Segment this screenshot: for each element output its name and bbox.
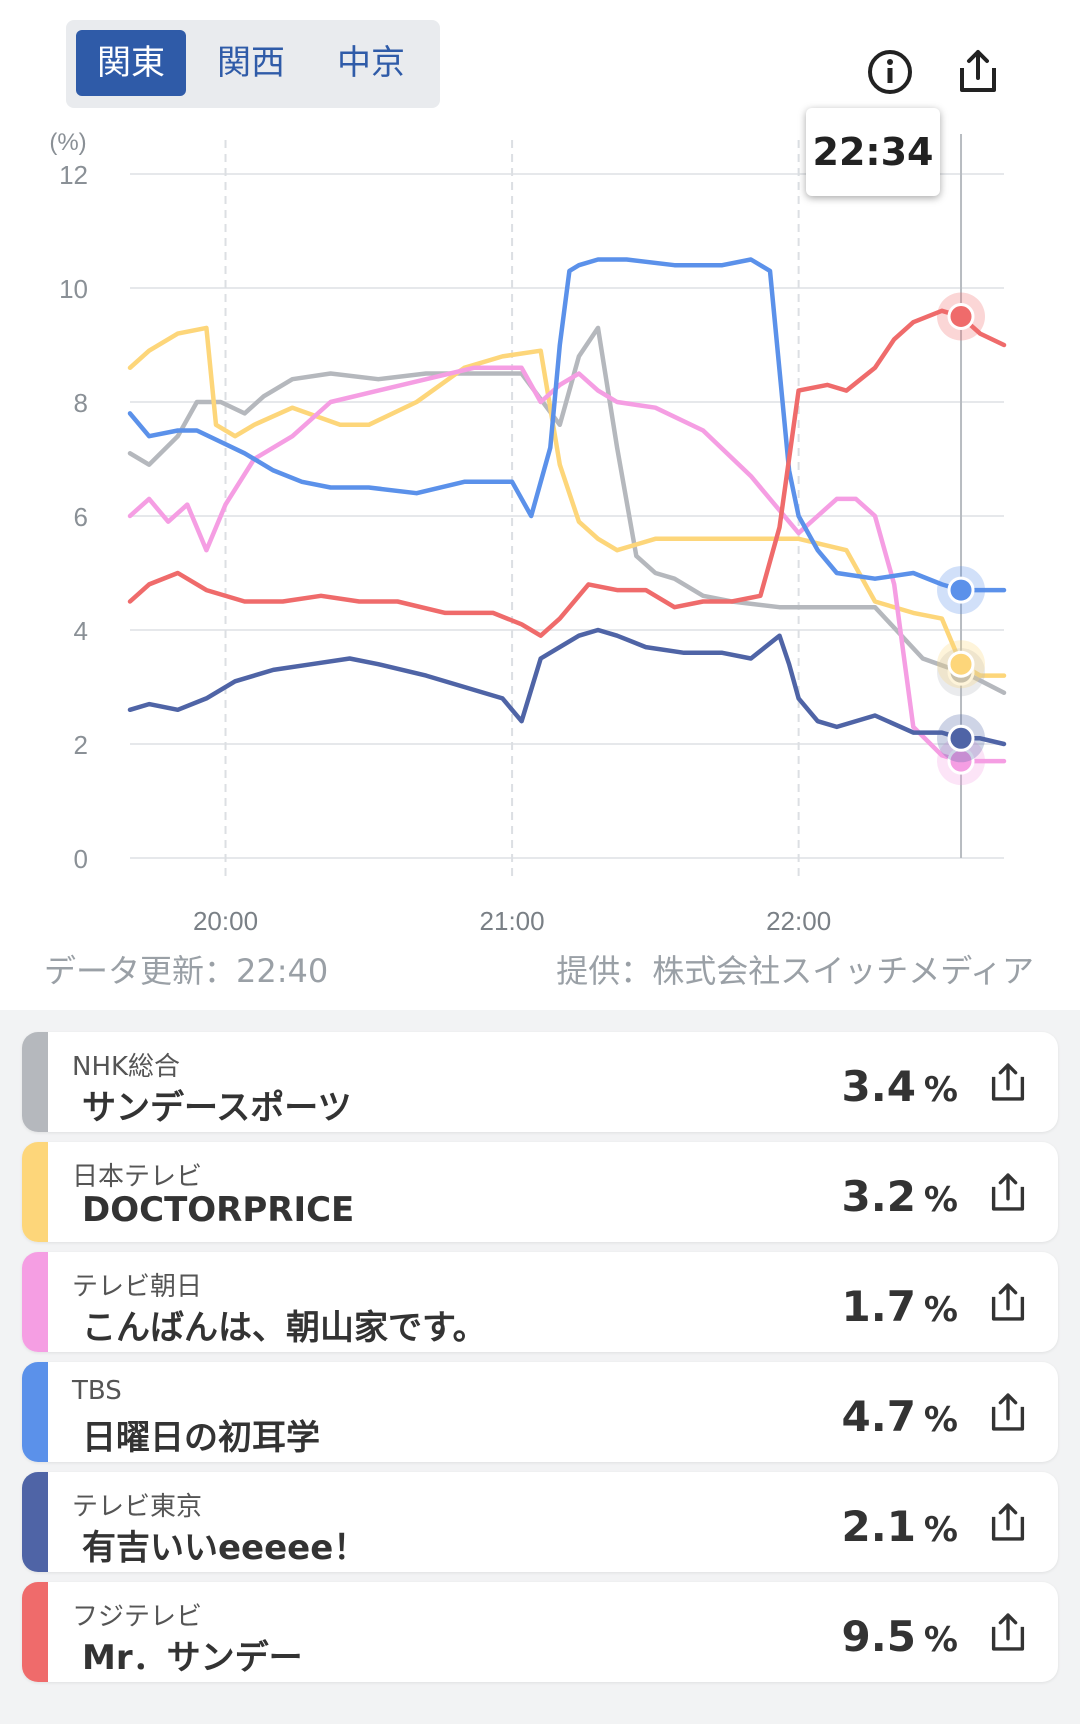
- y-tick-label: 0: [74, 844, 88, 874]
- rating-unit: %: [923, 1290, 958, 1330]
- x-tick-label: 21:00: [480, 906, 545, 936]
- rating-unit: %: [923, 1620, 958, 1660]
- rating-unit: %: [923, 1070, 958, 1110]
- tab-kanto[interactable]: 関東: [76, 30, 186, 96]
- series-line: [127, 308, 1007, 638]
- rating-unit: %: [923, 1400, 958, 1440]
- rating-chart: 0 2 4 6 8 10 12 (%) 20:00 21:00 22:00: [49, 129, 1007, 936]
- series-line: [127, 365, 1007, 764]
- series-line: [127, 257, 1007, 593]
- program-title: サンデースポーツ: [82, 1088, 352, 1128]
- station-name: 日本テレビ: [72, 1162, 203, 1192]
- y-tick-label: 6: [74, 502, 88, 532]
- station-name: TBS: [72, 1376, 122, 1406]
- y-tick-label: 4: [74, 616, 88, 646]
- rating-value: 3.2%: [842, 1172, 958, 1221]
- station-name: フジテレビ: [72, 1602, 203, 1632]
- series-line: [127, 325, 1007, 678]
- y-tick-label: 10: [59, 274, 88, 304]
- series-line: [127, 325, 1007, 695]
- program-title: 有吉いいeeeee！: [82, 1528, 368, 1568]
- share-icon[interactable]: [986, 1610, 1030, 1654]
- rating-value: 4.7%: [842, 1392, 958, 1441]
- program-card[interactable]: フジテレビ Mr．サンデー 9.5%: [22, 1582, 1058, 1682]
- series-marker: [947, 576, 975, 604]
- rating-unit: %: [923, 1510, 958, 1550]
- rating-value: 3.4%: [842, 1062, 958, 1111]
- time-tooltip: 22:34: [806, 108, 940, 196]
- rating-value: 2.1%: [842, 1502, 958, 1551]
- station-name: テレビ朝日: [72, 1272, 203, 1302]
- tab-chukyo[interactable]: 中京: [337, 43, 405, 83]
- series-marker: [947, 303, 975, 330]
- station-name: NHK総合: [72, 1052, 181, 1082]
- data-provider: 提供：株式会社スイッチメディア: [556, 952, 1034, 990]
- rating-number: 9.5: [841, 1612, 916, 1661]
- share-icon[interactable]: [986, 1280, 1030, 1324]
- x-tick-label: 22:00: [766, 906, 831, 936]
- program-title: こんばんは、朝山家です。: [82, 1308, 487, 1348]
- info-icon[interactable]: [864, 46, 916, 98]
- station-color-bar: [22, 1252, 48, 1352]
- program-title: DOCTORPRICE: [82, 1190, 355, 1230]
- rating-value: 9.5%: [842, 1612, 958, 1661]
- station-color-bar: [22, 1472, 48, 1572]
- station-name: テレビ東京: [72, 1492, 203, 1522]
- share-icon[interactable]: [986, 1390, 1030, 1434]
- program-card[interactable]: テレビ東京有吉いいeeeee！ 2.1%: [22, 1472, 1058, 1572]
- series-line: [127, 627, 1007, 747]
- station-color-bar: [22, 1582, 48, 1682]
- y-tick-label: 12: [59, 160, 88, 190]
- share-icon[interactable]: [986, 1060, 1030, 1104]
- region-tabs: 関東 関西 中京: [66, 20, 440, 108]
- program-card[interactable]: 日本テレビ DOCTORPRICE 3.2%: [22, 1142, 1058, 1242]
- tab-kansai[interactable]: 関西: [217, 43, 285, 83]
- program-card[interactable]: TBS 日曜日の初耳学 4.7%: [22, 1362, 1058, 1462]
- program-title: Mr．サンデー: [82, 1638, 303, 1678]
- series-marker: [947, 724, 975, 752]
- y-tick-label: 8: [74, 388, 88, 418]
- share-icon[interactable]: [986, 1500, 1030, 1544]
- series-marker: [947, 650, 975, 678]
- station-color-bar: [22, 1032, 48, 1132]
- rating-number: 3.4: [841, 1062, 916, 1111]
- rating-number: 1.7: [841, 1282, 916, 1331]
- rating-unit: %: [923, 1180, 958, 1220]
- program-card[interactable]: NHK総合サンデースポーツ 3.4%: [22, 1032, 1058, 1132]
- share-icon[interactable]: [986, 1170, 1030, 1214]
- rating-number: 2.1: [841, 1502, 916, 1551]
- program-card[interactable]: テレビ朝日こんばんは、朝山家です。 1.7%: [22, 1252, 1058, 1352]
- rating-number: 4.7: [841, 1392, 916, 1441]
- rating-value: 1.7%: [842, 1282, 958, 1331]
- share-icon[interactable]: [952, 46, 1004, 98]
- y-tick-label: 2: [74, 730, 88, 760]
- station-color-bar: [22, 1142, 48, 1242]
- y-axis-unit: (%): [49, 129, 86, 156]
- program-title: 日曜日の初耳学: [82, 1418, 320, 1458]
- x-tick-label: 20:00: [193, 906, 258, 936]
- station-color-bar: [22, 1362, 48, 1462]
- rating-number: 3.2: [841, 1172, 916, 1221]
- data-updated: データ更新：22:40: [44, 952, 329, 990]
